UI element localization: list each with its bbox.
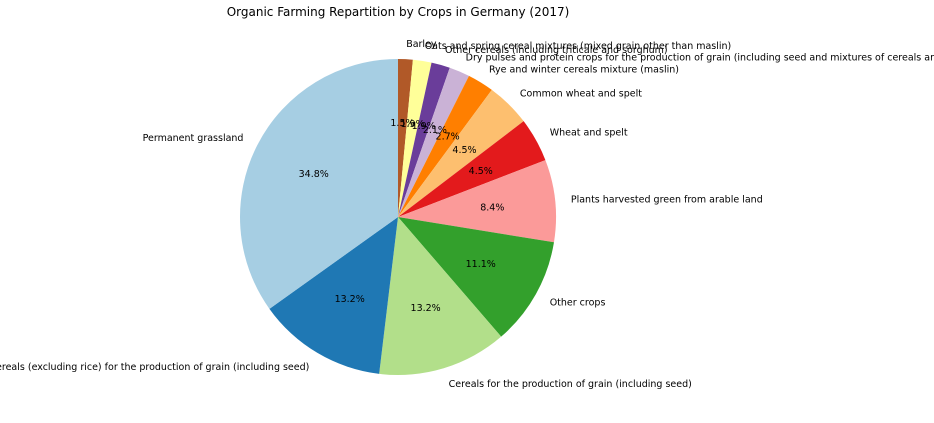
- pct-label-rye-and-winter-cereals-mixture-maslin: 2.7%: [436, 132, 460, 143]
- pct-label-wheat-and-spelt: 4.5%: [469, 166, 493, 177]
- pct-label-other-cereals-including-triticale-and-so: 1.9%: [412, 121, 436, 132]
- pct-label-oats-and-spring-cereal-mixtures-mixed-gr: 1.9%: [400, 119, 424, 130]
- slice-label-rye-and-winter-cereals-mixture-maslin: Rye and winter cereals mixture (maslin): [489, 64, 679, 75]
- slice-label-common-wheat-and-spelt: Common wheat and spelt: [520, 89, 642, 100]
- pie-slices: [240, 58, 557, 375]
- pie-slice-other-cereals-including-triticale-and-so: [398, 62, 450, 217]
- pie-slice-rye-and-winter-cereals-mixture-maslin: [398, 75, 492, 217]
- slice-label-wheat-and-spelt: Wheat and spelt: [550, 128, 628, 139]
- pie-slice-dry-pulses-and-protein-crops-for-the-pro: [398, 67, 469, 218]
- pct-label-barley: 1.5%: [390, 118, 414, 129]
- pie-slice-barley: [398, 58, 413, 217]
- slice-label-cereals-excluding-rice-for-the-productio: Cereals (excluding rice) for the product…: [0, 362, 309, 373]
- pie-slice-common-wheat-and-spelt: [398, 89, 524, 217]
- slice-label-oats-and-spring-cereal-mixtures-mixed-gr: Oats and spring cereal mixtures (mixed g…: [425, 41, 732, 52]
- pie-slice-oats-and-spring-cereal-mixtures-mixed-gr: [398, 59, 432, 218]
- slice-label-plants-harvested-green-from-arable-land: Plants harvested green from arable land: [571, 194, 763, 205]
- pie-slice-permanent-grassland: [240, 59, 398, 309]
- pct-label-dry-pulses-and-protein-crops-for-the-pro: 2.1%: [423, 125, 447, 136]
- pie-slice-wheat-and-spelt: [398, 121, 546, 217]
- pct-label-common-wheat-and-spelt: 4.5%: [452, 145, 476, 156]
- pie-slice-cereals-for-the-production-of-grain-incl: [379, 217, 502, 375]
- pct-label-cereals-for-the-production-of-grain-incl: 13.2%: [411, 303, 441, 314]
- pie-slice-other-crops: [398, 217, 554, 337]
- pie-labels: 1.5% Barley 1.9% Oats and spring cereal mix…: [0, 39, 934, 390]
- chart-title: Organic Farming Repartition by Crops in …: [227, 5, 570, 19]
- pct-label-cereals-excluding-rice-for-the-productio: 13.2%: [335, 294, 365, 305]
- pct-label-other-crops: 11.1%: [466, 259, 496, 270]
- slice-label-cereals-for-the-production-of-grain-incl: Cereals for the production of grain (inc…: [449, 379, 692, 390]
- slice-label-permanent-grassland: Permanent grassland: [143, 133, 244, 144]
- slice-label-dry-pulses-and-protein-crops-for-the-pro: Dry pulses and protein crops for the pro…: [466, 52, 934, 63]
- slice-label-barley: Barley: [406, 39, 437, 50]
- pie-slice-cereals-excluding-rice-for-the-productio: [269, 217, 398, 374]
- pct-label-permanent-grassland: 34.8%: [299, 169, 329, 180]
- pie-slice-plants-harvested-green-from-arable-land: [398, 160, 557, 243]
- slice-label-other-crops: Other crops: [550, 297, 606, 308]
- slice-label-other-cereals-including-triticale-and-so: Other cereals (including triticale and s…: [445, 45, 668, 56]
- pct-label-plants-harvested-green-from-arable-land: 8.4%: [480, 203, 504, 214]
